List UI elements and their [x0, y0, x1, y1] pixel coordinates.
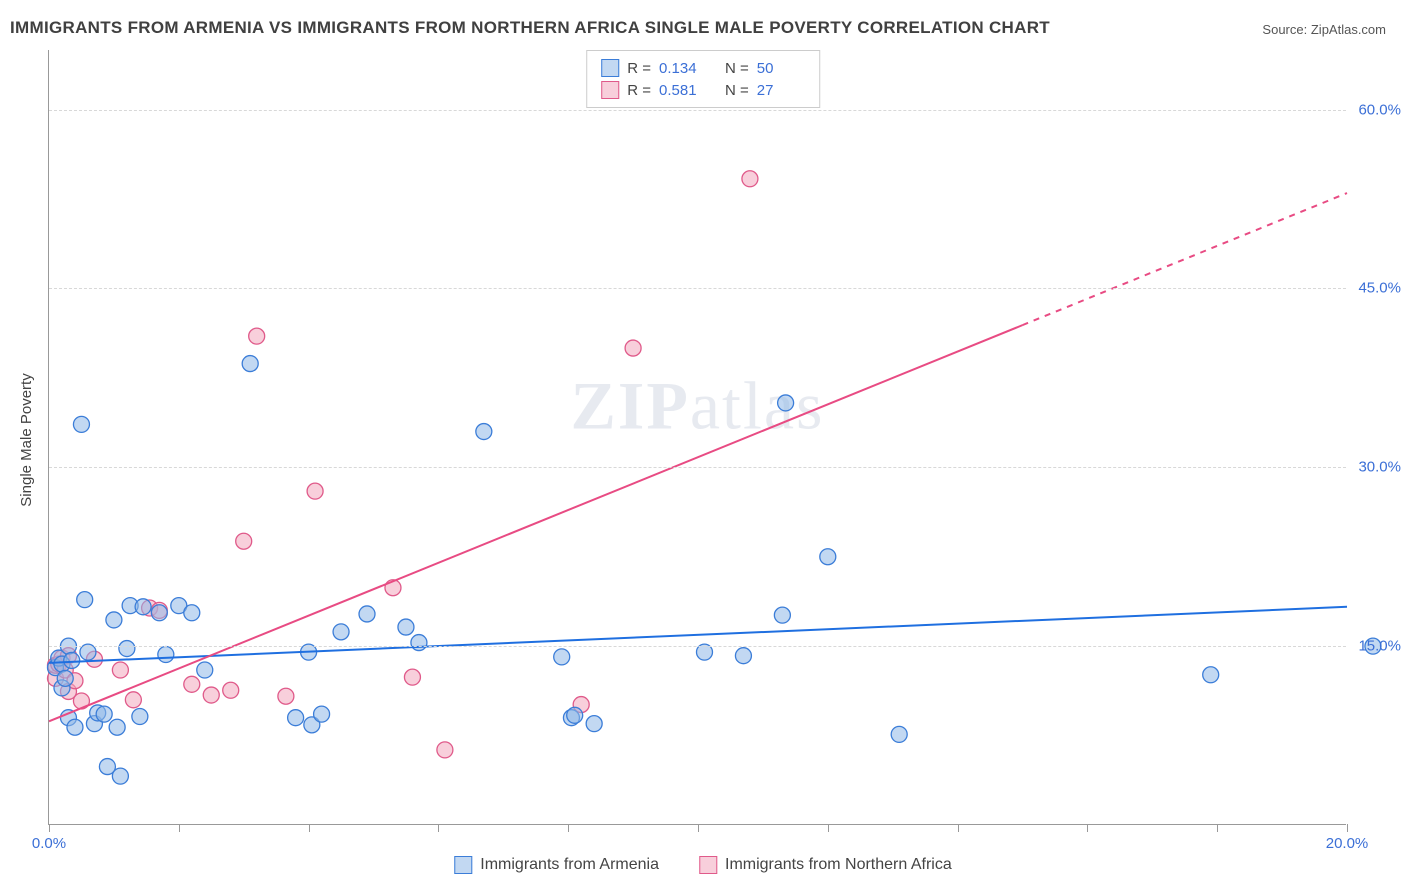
- data-point: [67, 719, 83, 735]
- data-point: [158, 647, 174, 663]
- data-point: [125, 692, 141, 708]
- gridline: [49, 467, 1346, 468]
- x-tick: [828, 824, 829, 832]
- data-point: [742, 171, 758, 187]
- data-point: [476, 424, 492, 440]
- x-tick: [1347, 824, 1348, 832]
- legend-item-armenia: Immigrants from Armenia: [454, 856, 659, 874]
- gridline: [49, 110, 1346, 111]
- gridline: [49, 288, 1346, 289]
- data-point: [197, 662, 213, 678]
- swatch-armenia: [601, 59, 619, 77]
- n-value-armenia: 50: [757, 60, 805, 77]
- data-point: [774, 607, 790, 623]
- x-tick: [568, 824, 569, 832]
- x-tick-label: 20.0%: [1326, 835, 1369, 852]
- data-point: [288, 710, 304, 726]
- correlation-legend: R = 0.134 N = 50 R = 0.581 N = 27: [586, 50, 820, 108]
- trend-line-extrapolated: [1023, 193, 1348, 325]
- y-tick-label: 45.0%: [1358, 280, 1401, 297]
- data-point: [314, 706, 330, 722]
- data-point: [184, 605, 200, 621]
- data-point: [891, 726, 907, 742]
- y-tick-label: 15.0%: [1358, 638, 1401, 655]
- data-point: [96, 706, 112, 722]
- data-point: [203, 687, 219, 703]
- data-point: [64, 652, 80, 668]
- r-value-nafrica: 0.581: [659, 82, 707, 99]
- data-point: [249, 328, 265, 344]
- x-tick: [179, 824, 180, 832]
- x-tick: [438, 824, 439, 832]
- data-point: [404, 669, 420, 685]
- n-label: N =: [725, 82, 749, 99]
- source-label: Source:: [1262, 22, 1307, 37]
- x-tick: [958, 824, 959, 832]
- y-tick-label: 60.0%: [1358, 101, 1401, 118]
- data-point: [223, 682, 239, 698]
- y-axis-label: Single Male Poverty: [18, 373, 35, 506]
- y-tick-label: 30.0%: [1358, 459, 1401, 476]
- data-point: [398, 619, 414, 635]
- trend-line: [49, 325, 1023, 721]
- legend-label-nafrica: Immigrants from Northern Africa: [725, 856, 952, 874]
- data-point: [236, 533, 252, 549]
- data-point: [625, 340, 641, 356]
- data-point: [333, 624, 349, 640]
- x-tick: [1087, 824, 1088, 832]
- data-point: [112, 662, 128, 678]
- data-point: [359, 606, 375, 622]
- data-point: [437, 742, 453, 758]
- data-point: [57, 670, 73, 686]
- data-point: [184, 676, 200, 692]
- data-point: [119, 641, 135, 657]
- data-point: [106, 612, 122, 628]
- data-point: [586, 716, 602, 732]
- data-point: [132, 709, 148, 725]
- n-value-nafrica: 27: [757, 82, 805, 99]
- data-point: [735, 648, 751, 664]
- correlation-chart: IMMIGRANTS FROM ARMENIA VS IMMIGRANTS FR…: [0, 0, 1406, 892]
- gridline: [49, 646, 1346, 647]
- legend-label-armenia: Immigrants from Armenia: [480, 856, 659, 874]
- legend-item-nafrica: Immigrants from Northern Africa: [699, 856, 952, 874]
- chart-title: IMMIGRANTS FROM ARMENIA VS IMMIGRANTS FR…: [10, 18, 1050, 38]
- r-value-armenia: 0.134: [659, 60, 707, 77]
- legend-row-nafrica: R = 0.581 N = 27: [601, 79, 805, 101]
- n-label: N =: [725, 60, 749, 77]
- data-point: [242, 356, 258, 372]
- r-label: R =: [627, 60, 651, 77]
- swatch-nafrica: [601, 81, 619, 99]
- swatch-nafrica-icon: [699, 856, 717, 874]
- x-tick: [1217, 824, 1218, 832]
- swatch-armenia-icon: [454, 856, 472, 874]
- plot-area: ZIPatlas 15.0%30.0%45.0%60.0%0.0%20.0%: [48, 50, 1346, 825]
- legend-row-armenia: R = 0.134 N = 50: [601, 57, 805, 79]
- plot-svg: [49, 50, 1346, 824]
- data-point: [307, 483, 323, 499]
- data-point: [778, 395, 794, 411]
- data-point: [820, 549, 836, 565]
- series-legend: Immigrants from Armenia Immigrants from …: [454, 856, 951, 874]
- data-point: [411, 635, 427, 651]
- data-point: [135, 599, 151, 615]
- data-point: [1203, 667, 1219, 683]
- source-value: ZipAtlas.com: [1311, 22, 1386, 37]
- r-label: R =: [627, 82, 651, 99]
- x-tick-label: 0.0%: [32, 835, 66, 852]
- x-tick: [49, 824, 50, 832]
- data-point: [278, 688, 294, 704]
- source-attribution: Source: ZipAtlas.com: [1262, 22, 1386, 37]
- data-point: [109, 719, 125, 735]
- x-tick: [309, 824, 310, 832]
- data-point: [112, 768, 128, 784]
- data-point: [73, 416, 89, 432]
- data-point: [77, 592, 93, 608]
- x-tick: [698, 824, 699, 832]
- data-point: [151, 605, 167, 621]
- data-point: [554, 649, 570, 665]
- data-point: [567, 707, 583, 723]
